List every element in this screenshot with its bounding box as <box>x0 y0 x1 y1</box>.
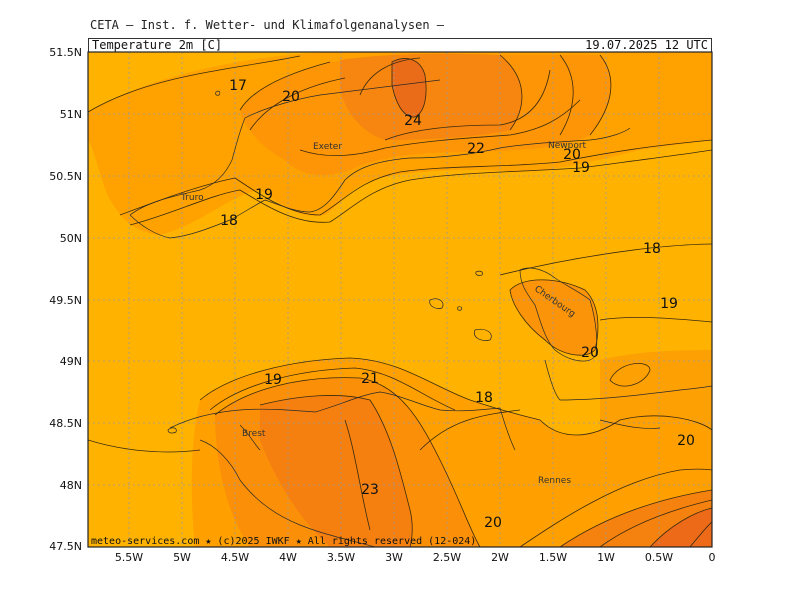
lon-label: 0.5W <box>645 551 673 564</box>
city-label-newport: Newport <box>548 141 587 151</box>
city-label-rennes: Rennes <box>538 476 571 486</box>
map-field <box>88 52 712 547</box>
product-title: CETA — Inst. f. Wetter- und Klimafolgena… <box>90 18 445 32</box>
contour-label: 17 <box>229 78 247 94</box>
contour-label: 22 <box>467 141 485 157</box>
lon-label: 1W <box>597 551 615 564</box>
contour-label: 18 <box>220 213 238 229</box>
contour-label: 20 <box>484 515 502 531</box>
temp-zone-brittany-22 <box>260 395 413 547</box>
contour-label: 18 <box>643 241 661 257</box>
latitude-axis: 51.5N 51N 50.5N 50N 49.5N 49N 48.5N 48N … <box>49 46 82 553</box>
contour-label: 20 <box>282 89 300 105</box>
lon-label: 1.5W <box>539 551 567 564</box>
temp-zone-england-22 <box>340 53 522 141</box>
lon-label: 2W <box>491 551 509 564</box>
contour-label: 19 <box>660 296 678 312</box>
lat-label: 49N <box>60 355 82 368</box>
contour-label: 20 <box>677 433 695 449</box>
contour-label: 19 <box>255 187 273 203</box>
parameter-label: Temperature_2m_[C] <box>92 38 223 52</box>
contour-label: 23 <box>361 482 379 498</box>
valid-time: 19.07.2025 12 UTC <box>585 38 708 52</box>
contour-label: 24 <box>404 113 422 129</box>
lon-label: 5.5W <box>115 551 143 564</box>
contour-label: 19 <box>264 372 282 388</box>
lat-label: 50.5N <box>49 170 82 183</box>
contour-label: 20 <box>581 345 599 361</box>
city-label-truro: Truro <box>180 193 204 203</box>
lon-label: 3W <box>385 551 403 564</box>
contour-label: 19 <box>572 160 590 176</box>
contour-label: 18 <box>475 390 493 406</box>
contour-label: 21 <box>361 371 379 387</box>
city-label-exeter: Exeter <box>313 142 342 152</box>
lat-label: 48N <box>60 479 82 492</box>
temp-zone-england-24 <box>392 58 427 118</box>
lon-label: 3.5W <box>327 551 355 564</box>
contour-value-labels: 17 20 24 22 20 19 19 18 18 19 20 19 21 1… <box>220 78 695 531</box>
lon-label: 4W <box>279 551 297 564</box>
lat-label: 51.5N <box>49 46 82 59</box>
lat-lon-grid <box>88 52 712 547</box>
map-header-bar: Temperature_2m_[C] 19.07.2025 12 UTC <box>88 38 712 52</box>
lat-label: 50N <box>60 232 82 245</box>
city-label-brest: Brest <box>242 429 266 439</box>
map-border <box>87 51 713 548</box>
lon-label: 4.5W <box>221 551 249 564</box>
lon-label: 5W <box>173 551 191 564</box>
lat-label: 49.5N <box>49 294 82 307</box>
lon-label: 0 <box>709 551 716 564</box>
contour-label: 20 <box>563 147 581 163</box>
lat-label: 51N <box>60 108 82 121</box>
temp-zone-southeast-24 <box>650 508 712 547</box>
footer-credit: meteo-services.com ★ (c)2025 IWKF ★ All … <box>91 536 476 547</box>
coastlines <box>129 79 712 547</box>
lat-label: 47.5N <box>49 540 82 553</box>
temp-zone-cherbourg <box>510 279 598 356</box>
lon-label: 2.5W <box>433 551 461 564</box>
longitude-axis: 5.5W 5W 4.5W 4W 3.5W 3W 2.5W 2W 1.5W 1W … <box>115 551 716 564</box>
lat-label: 48.5N <box>49 417 82 430</box>
